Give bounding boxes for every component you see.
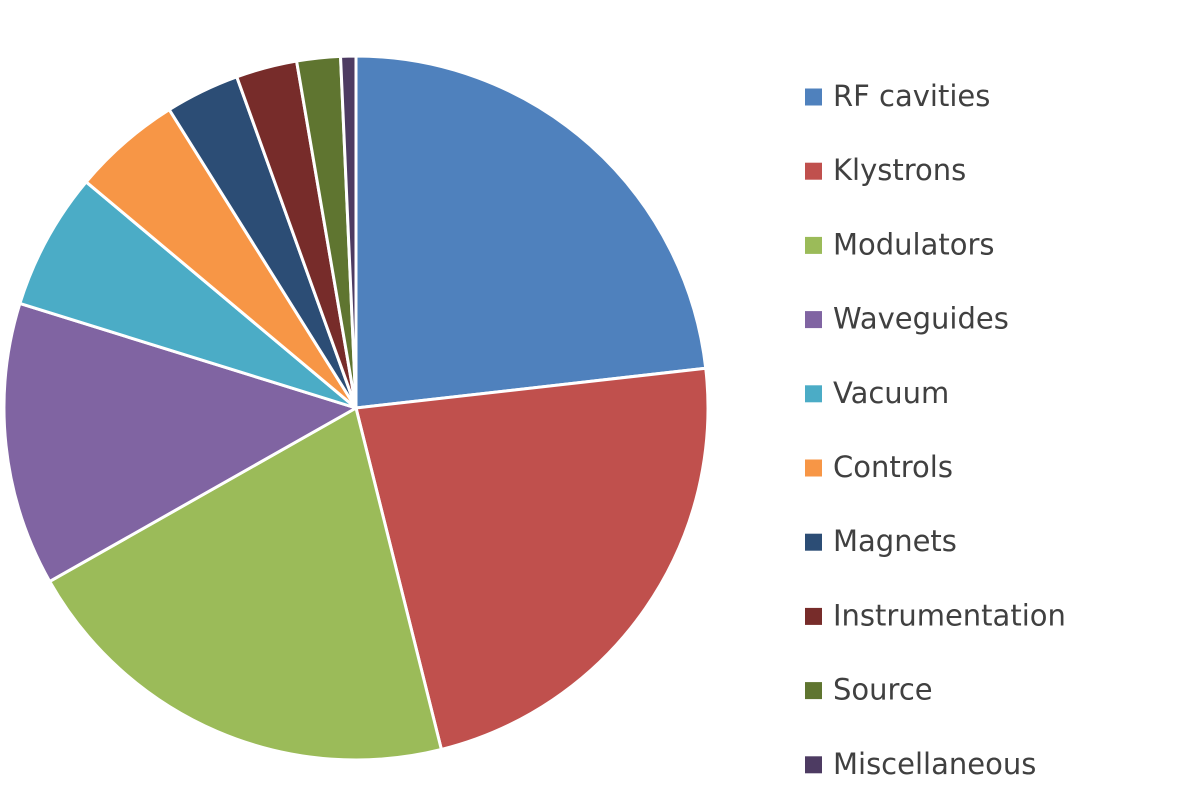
legend-swatch (805, 385, 822, 403)
legend-swatch (805, 607, 822, 625)
legend-label: Magnets (833, 524, 957, 558)
legend-swatch (805, 682, 822, 700)
pie-slice (18, 180, 358, 410)
legend-swatch (805, 756, 822, 774)
legend-label: Source (833, 673, 933, 707)
pie-slice (339, 54, 358, 410)
legend-label: Vacuum (833, 376, 949, 410)
legend-swatch (805, 236, 822, 254)
pie-slice (354, 366, 710, 751)
legend-swatch (805, 459, 822, 477)
legend-label: Modulators (833, 227, 995, 261)
legend-swatch (805, 88, 822, 106)
legend-label: RF cavities (833, 79, 990, 113)
legend-swatch (805, 311, 822, 329)
legend-label: Miscellaneous (833, 747, 1036, 781)
legend-swatch (805, 162, 822, 180)
pie-slice (354, 54, 708, 410)
pie-slice (2, 301, 358, 583)
legend-swatch (805, 533, 822, 551)
legend-label: Instrumentation (833, 598, 1066, 632)
legend-label: Klystrons (833, 153, 966, 187)
legend-label: Controls (833, 450, 953, 484)
legend-label: Waveguides (833, 302, 1009, 336)
pie-slice (48, 406, 443, 762)
